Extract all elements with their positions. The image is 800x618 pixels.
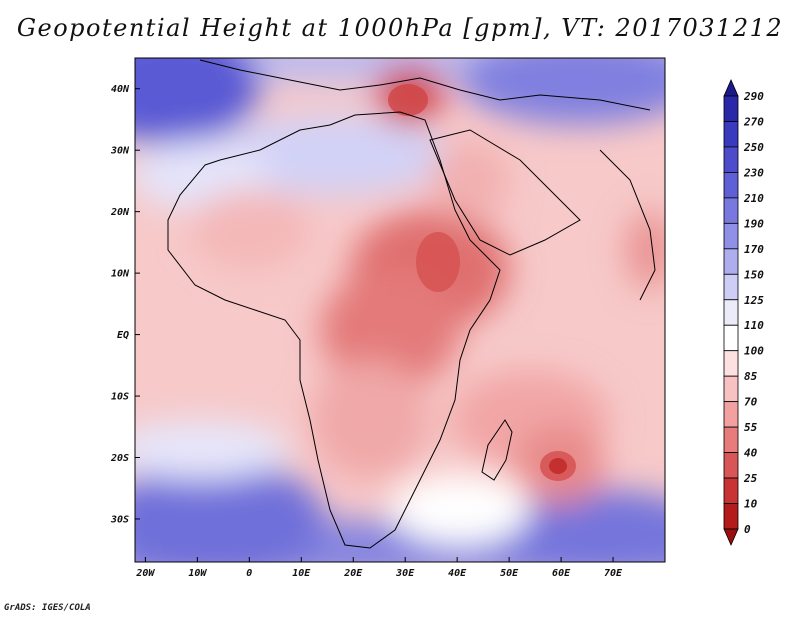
height-field <box>135 58 665 562</box>
colorbar-bottom-arrow <box>723 528 739 546</box>
colorbar-swatch <box>723 426 739 453</box>
colorbar-swatch <box>723 146 739 173</box>
colorbar-level-label: 230 <box>743 166 764 179</box>
lon-tick-label: 70E <box>604 568 623 579</box>
madagascar-outline <box>481 419 513 481</box>
map-frame <box>134 57 666 563</box>
colorbar-level-label: 270 <box>743 115 764 128</box>
colorbar-level-label: 70 <box>744 396 758 409</box>
india-outline <box>599 149 656 301</box>
longitude-ticks: 20W 10W 0 10E 20E 30E 40E 50E 60E 70E <box>135 557 623 579</box>
colorbar-swatch <box>723 477 739 504</box>
colorbar-swatch <box>723 95 739 122</box>
map-title: Geopotential Height at 1000hPa [gpm], VT… <box>16 14 784 42</box>
colorbar-swatch <box>723 324 739 352</box>
colorbar-level-label: 290 <box>743 90 764 103</box>
lon-tick-label: 50E <box>500 568 519 579</box>
colorbar-level-label: 190 <box>744 217 764 230</box>
colorbar-swatch <box>723 401 739 428</box>
lat-tick-label: 30S <box>110 514 129 525</box>
colorbar-swatch <box>723 452 739 479</box>
colorbar-level-label: 40 <box>744 447 758 460</box>
lon-tick-label: 10W <box>188 568 207 579</box>
lat-tick-label: EQ <box>117 330 129 341</box>
colorbar-level-label: 250 <box>743 141 764 154</box>
colorbar-level-label: 150 <box>744 268 764 281</box>
lat-tick-label: 20N <box>110 207 130 218</box>
colorbar-level-label: 85 <box>744 370 758 383</box>
africa-outline <box>167 111 501 549</box>
colorbar-swatch <box>723 503 739 530</box>
lon-tick-label: 30E <box>395 568 415 579</box>
lat-tick-label: 20S <box>110 453 129 464</box>
colorbar-level-label: 100 <box>744 345 764 358</box>
lat-tick-label: 30N <box>110 146 130 157</box>
lon-tick-label: 0 <box>246 568 252 579</box>
lon-tick-label: 60E <box>552 568 571 579</box>
lat-tick-label: 10S <box>111 392 129 403</box>
colorbar-level-label: 170 <box>744 243 764 256</box>
colorbar-swatch <box>723 375 739 403</box>
credit-label: GrADS: IGES/COLA <box>4 603 91 613</box>
colorbar-swatch <box>723 273 739 301</box>
latitude-ticks: 40N 30N 20N 10N EQ 10S 20S 30S <box>110 84 140 525</box>
colorbar-swatch <box>723 350 739 377</box>
colorbar-level-label: 25 <box>743 472 758 485</box>
lat-tick-label: 40N <box>111 84 130 95</box>
colorbar-labels: 2902702502302101901701501251101008570554… <box>743 90 764 536</box>
arabia-outline <box>429 129 581 256</box>
colorbar <box>723 79 739 546</box>
colorbar-level-label: 0 <box>744 523 751 536</box>
colorbar-level-label: 55 <box>744 421 758 434</box>
lon-tick-label: 20E <box>343 568 363 579</box>
colorbar-top-arrow <box>723 79 739 97</box>
colorbar-swatch <box>723 222 739 250</box>
lon-tick-label: 10E <box>292 568 311 579</box>
colorbar-swatch <box>723 197 739 224</box>
colorbar-level-label: 125 <box>744 294 764 307</box>
europe-outline <box>199 59 651 111</box>
colorbar-swatch <box>723 172 739 199</box>
lat-tick-label: 10N <box>111 269 130 280</box>
colorbar-level-label: 10 <box>744 498 758 511</box>
lon-tick-label: 20W <box>135 568 155 579</box>
colorbar-swatch <box>723 121 739 148</box>
colorbar-swatch <box>723 299 739 326</box>
colorbar-swatch <box>723 248 739 275</box>
lon-tick-label: 40E <box>448 568 467 579</box>
colorbar-level-label: 110 <box>744 319 764 332</box>
colorbar-level-label: 210 <box>743 192 764 205</box>
